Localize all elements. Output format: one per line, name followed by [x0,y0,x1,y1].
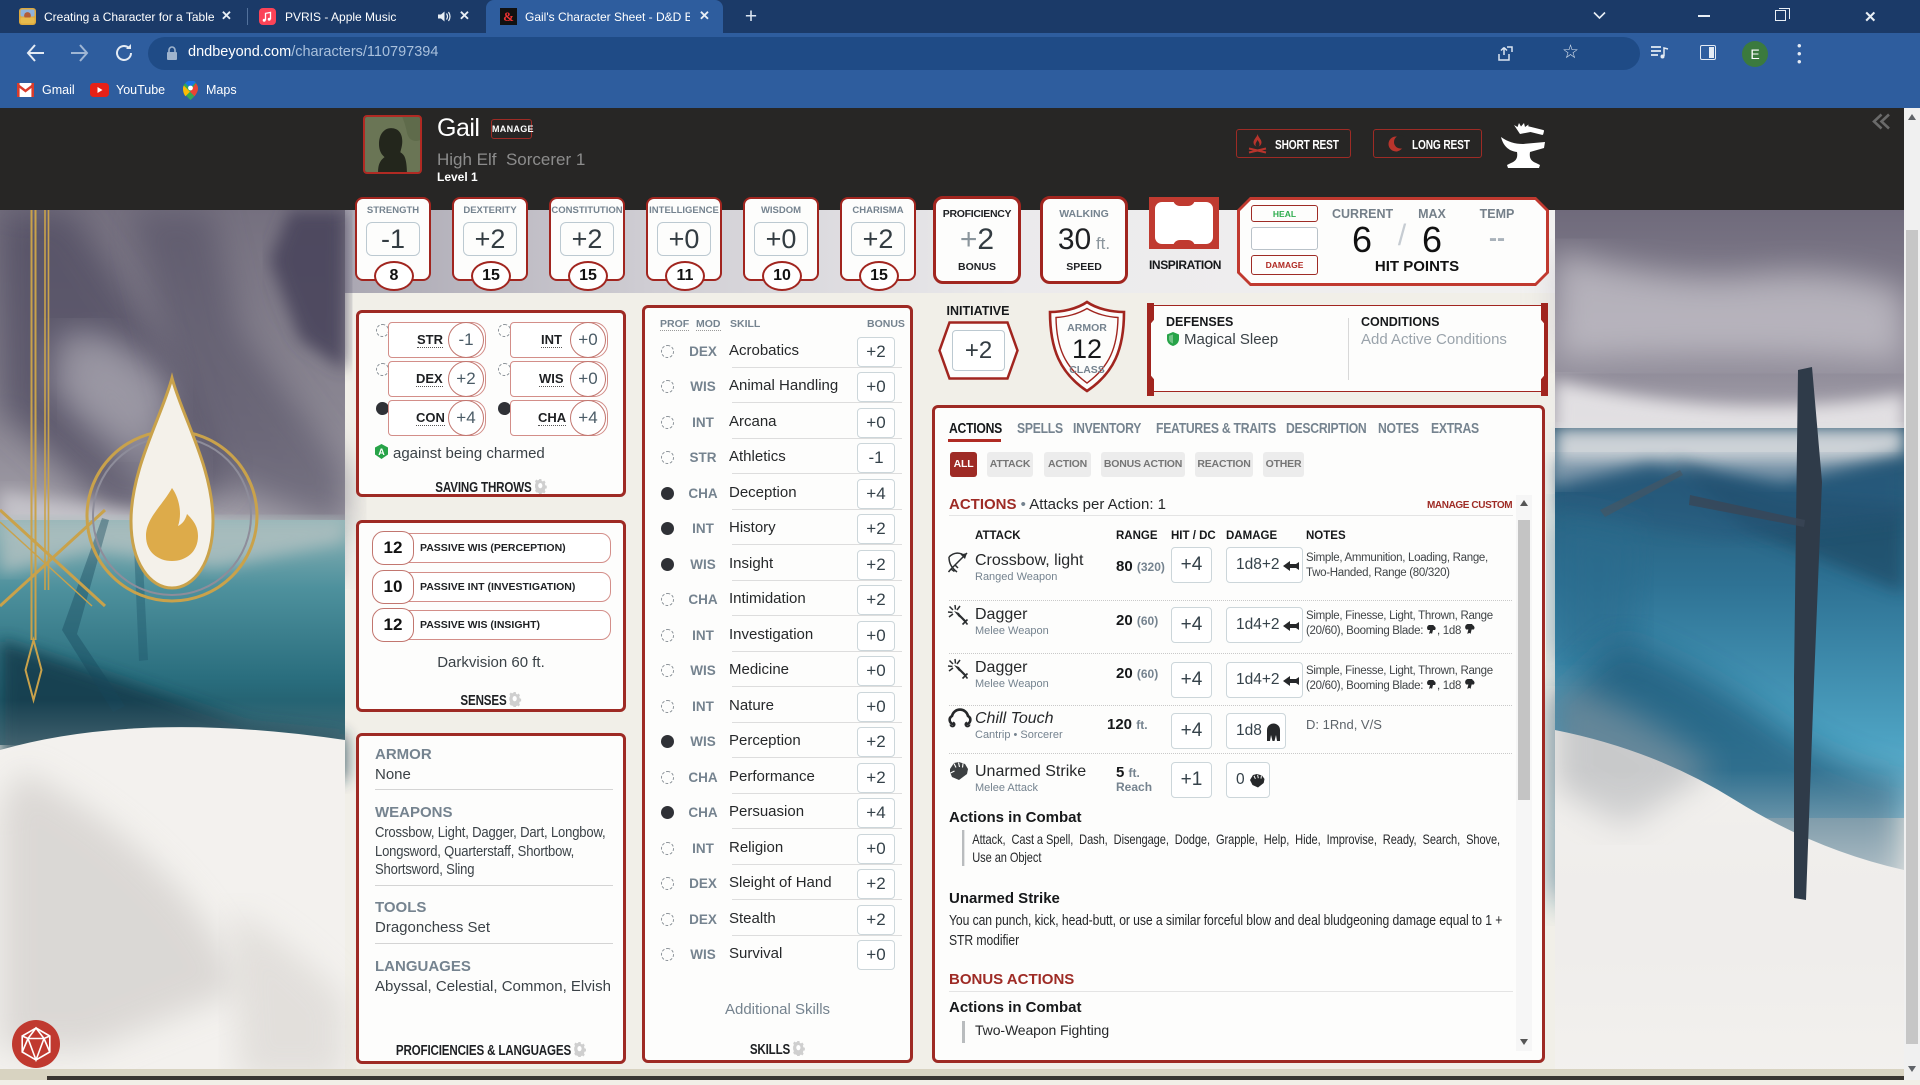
svg-text:&: & [503,9,514,24]
svg-text:A: A [378,447,385,457]
